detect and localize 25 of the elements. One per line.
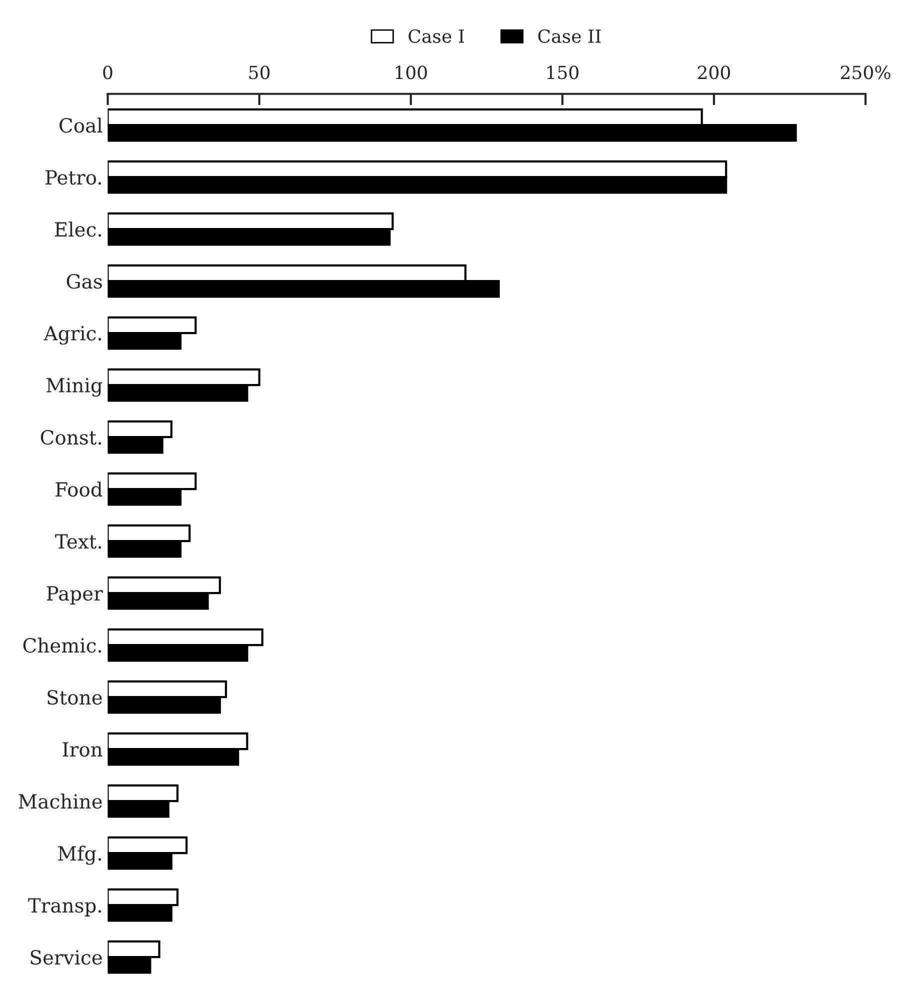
x-tick-label: 200 — [698, 66, 730, 80]
x-tick-label: 150 — [547, 66, 578, 80]
legend-label: Case I — [408, 29, 464, 43]
y-tick-label: Transp. — [28, 898, 102, 916]
y-tick-label: Food — [56, 482, 102, 497]
y-tick-label: Iron — [62, 742, 102, 757]
y-tick-label: Machine — [18, 794, 102, 809]
x-tick-label: 100 — [396, 66, 427, 80]
y-tick-label: Service — [30, 950, 102, 965]
y-tick-label: Gas — [66, 274, 102, 289]
legend-label: Case II — [538, 29, 601, 43]
y-tick-label: Text. — [55, 534, 102, 549]
y-tick-label: Elec. — [54, 222, 102, 237]
x-tick-label: 50 — [249, 66, 270, 80]
y-tick-label: Minig — [46, 378, 102, 397]
y-tick-label: Stone — [48, 690, 102, 705]
y-tick-label: Chemic. — [23, 638, 102, 653]
y-tick-label: Agric. — [44, 326, 102, 345]
x-tick-label: 250% — [840, 66, 890, 80]
y-tick-label: Coal — [60, 118, 102, 133]
y-tick-label: Mfg. — [58, 846, 102, 865]
y-tick-label: Paper — [46, 586, 103, 604]
y-tick-label: Const. — [40, 430, 102, 445]
y-tick-label: Petro. — [46, 170, 102, 185]
x-tick-label: 0 — [103, 66, 112, 80]
